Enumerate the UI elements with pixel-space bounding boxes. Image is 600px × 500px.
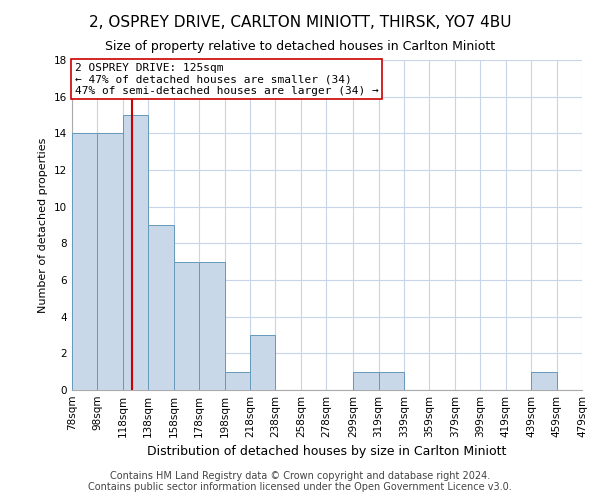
Bar — [531, 372, 557, 390]
Bar — [123, 115, 148, 390]
Text: 2, OSPREY DRIVE, CARLTON MINIOTT, THIRSK, YO7 4BU: 2, OSPREY DRIVE, CARLTON MINIOTT, THIRSK… — [89, 15, 511, 30]
X-axis label: Distribution of detached houses by size in Carlton Miniott: Distribution of detached houses by size … — [148, 446, 506, 458]
Bar — [379, 372, 404, 390]
Text: Contains HM Land Registry data © Crown copyright and database right 2024.
Contai: Contains HM Land Registry data © Crown c… — [88, 471, 512, 492]
Bar — [224, 372, 250, 390]
Text: Size of property relative to detached houses in Carlton Miniott: Size of property relative to detached ho… — [105, 40, 495, 53]
Bar — [199, 262, 224, 390]
Bar — [174, 262, 199, 390]
Bar — [250, 335, 275, 390]
Bar — [97, 134, 123, 390]
Text: 2 OSPREY DRIVE: 125sqm
← 47% of detached houses are smaller (34)
47% of semi-det: 2 OSPREY DRIVE: 125sqm ← 47% of detached… — [74, 62, 378, 96]
Y-axis label: Number of detached properties: Number of detached properties — [38, 138, 49, 312]
Bar — [148, 225, 174, 390]
Bar — [72, 134, 97, 390]
Bar — [353, 372, 379, 390]
